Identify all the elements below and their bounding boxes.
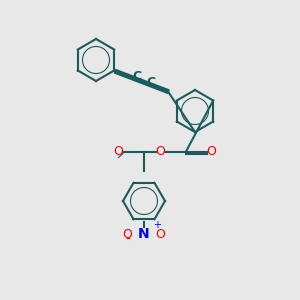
Text: O: O [207, 145, 216, 158]
Text: N: N [138, 227, 150, 241]
Text: +: + [153, 220, 161, 230]
Text: O: O [123, 227, 132, 241]
Text: O: O [156, 145, 165, 158]
Text: O: O [114, 145, 123, 158]
Text: C: C [146, 76, 155, 89]
Text: C: C [133, 70, 142, 83]
Text: O: O [156, 227, 165, 241]
Text: -: - [125, 233, 130, 247]
